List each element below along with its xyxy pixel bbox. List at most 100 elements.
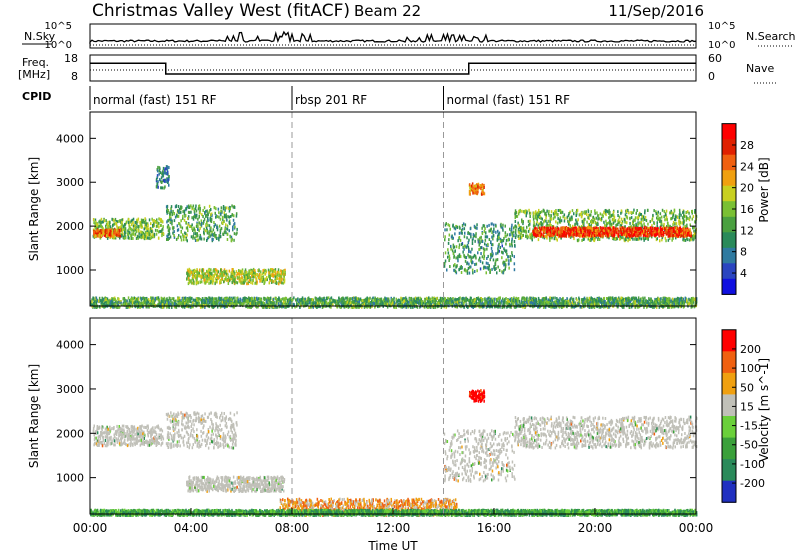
data-cell — [157, 236, 160, 240]
data-cell — [460, 271, 463, 274]
data-cell — [260, 278, 263, 282]
data-cell — [674, 222, 676, 226]
data-cell — [621, 235, 623, 239]
data-cell — [226, 232, 229, 236]
data-cell — [617, 210, 619, 214]
data-cell — [274, 272, 277, 276]
data-cell — [233, 270, 235, 274]
data-cell — [225, 223, 227, 227]
data-cell — [138, 235, 141, 239]
data-cell — [168, 166, 170, 169]
data-cell — [210, 212, 212, 216]
data-cell — [557, 217, 559, 221]
data-cell — [467, 231, 469, 235]
data-cell — [559, 230, 562, 234]
data-cell — [460, 243, 463, 246]
data-cell — [549, 226, 552, 230]
data-cell — [284, 300, 287, 304]
data-cell — [667, 224, 670, 228]
data-cell — [674, 215, 677, 219]
data-cell — [692, 238, 694, 242]
data-cell — [228, 279, 231, 283]
data-cell — [444, 228, 446, 232]
data-cell — [490, 243, 493, 247]
data-cell — [671, 229, 673, 233]
data-cell — [191, 227, 193, 231]
data-cell — [234, 225, 236, 229]
data-cell — [571, 227, 573, 231]
data-cell — [448, 259, 450, 262]
data-cell — [221, 277, 223, 281]
data-cell — [122, 235, 125, 239]
data-cell — [132, 224, 135, 228]
data-cell — [187, 276, 190, 280]
data-cell — [626, 221, 628, 225]
data-cell — [115, 221, 118, 225]
data-cell — [203, 275, 205, 279]
data-cell — [582, 226, 584, 230]
data-cell — [127, 232, 129, 236]
data-cell — [457, 254, 460, 258]
data-cell — [481, 192, 483, 196]
data-cell — [479, 236, 481, 240]
data-cell — [511, 234, 514, 238]
data-cell — [226, 224, 229, 228]
data-cell — [691, 217, 693, 221]
data-cell — [223, 280, 225, 284]
data-cell — [582, 238, 585, 241]
data-cell — [642, 215, 645, 219]
data-cell — [537, 234, 540, 238]
data-cell — [261, 277, 264, 281]
data-cell — [268, 281, 270, 285]
data-cell — [492, 252, 494, 256]
data-cell — [480, 252, 482, 255]
data-cell — [690, 238, 692, 242]
data-cell — [522, 229, 524, 233]
data-cell — [589, 213, 592, 217]
data-cell — [455, 271, 458, 275]
data-cell — [595, 235, 597, 239]
data-cell — [657, 214, 659, 218]
data-cell — [194, 212, 196, 216]
data-cell — [485, 235, 488, 239]
data-cell — [101, 226, 104, 230]
data-cell — [136, 218, 138, 222]
data-cell — [547, 219, 549, 223]
data-cell — [466, 262, 468, 266]
data-cell — [193, 215, 195, 219]
data-cell — [687, 232, 689, 236]
data-cell — [527, 219, 530, 223]
data-cell — [481, 232, 484, 235]
data-cell — [568, 220, 570, 224]
data-cell — [131, 232, 133, 236]
data-cell — [581, 215, 583, 218]
data-cell — [124, 233, 126, 237]
data-cell — [488, 223, 490, 227]
data-cell — [472, 233, 475, 237]
data-cell — [258, 273, 261, 276]
data-cell — [495, 230, 497, 234]
data-cell — [593, 239, 596, 243]
data-cell — [135, 220, 138, 224]
data-cell — [634, 237, 636, 241]
data-cell — [677, 234, 680, 238]
data-cell — [476, 226, 478, 230]
data-cell — [600, 216, 603, 220]
data-cell — [610, 222, 613, 226]
data-cell — [522, 226, 525, 230]
data-cell — [279, 276, 281, 280]
data-cell — [627, 227, 629, 231]
data-cell — [207, 275, 210, 279]
nsky-label: N.Sky — [24, 30, 56, 43]
data-cell — [637, 234, 639, 238]
data-cell — [444, 261, 446, 265]
data-cell — [171, 213, 173, 217]
data-cell — [647, 233, 649, 236]
data-cell — [660, 215, 663, 219]
data-cell — [218, 238, 220, 242]
data-cell — [597, 214, 600, 218]
data-cell — [98, 232, 101, 236]
data-cell — [190, 279, 192, 283]
data-cell — [573, 237, 575, 241]
data-cell — [616, 233, 619, 237]
